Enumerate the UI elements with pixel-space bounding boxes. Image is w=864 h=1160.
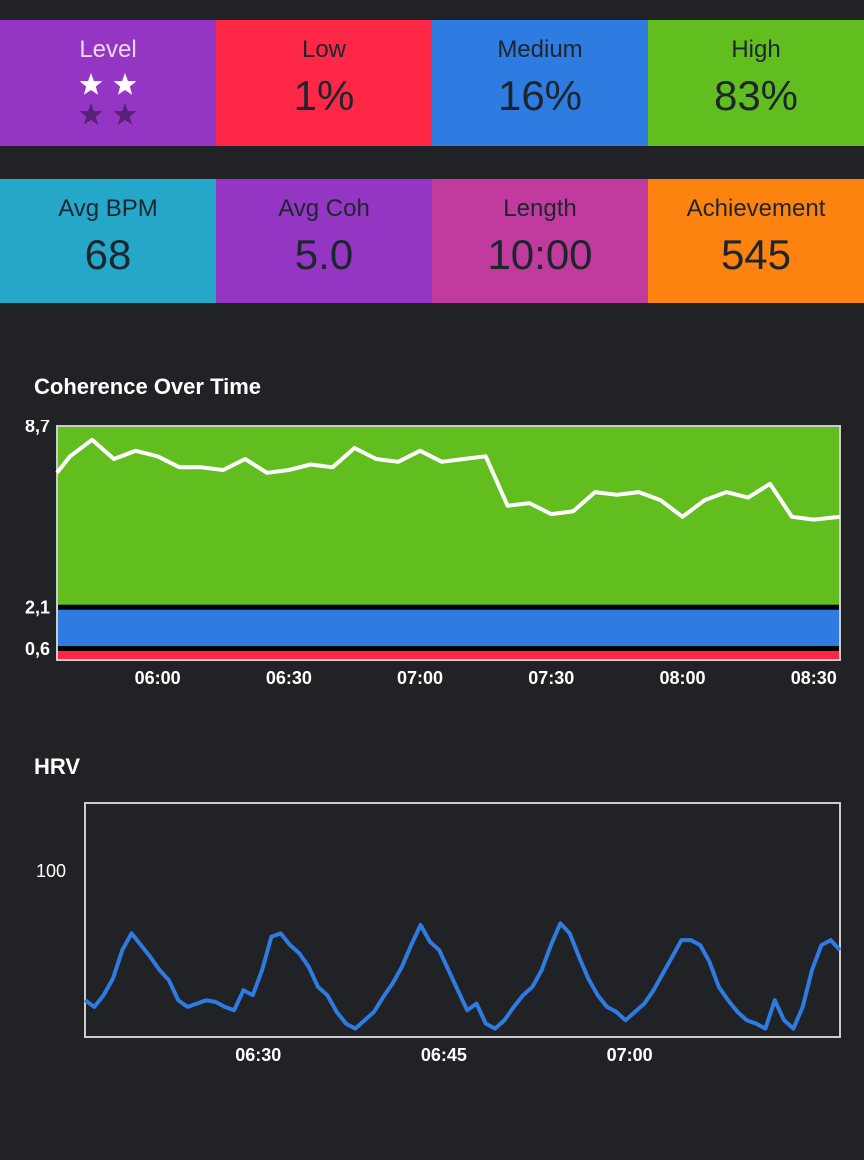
medium-label: Medium [497, 36, 583, 63]
length-label: Length [503, 195, 577, 222]
x-tick-label: 06:00 [135, 668, 181, 688]
length-tile: Length 10:00 [432, 179, 648, 303]
avg-bpm-tile: Avg BPM 68 [0, 179, 216, 303]
low-value: 1% [293, 72, 355, 119]
coherence-chart-title: Coherence Over Time [34, 374, 262, 399]
avg-coh-label: Avg Coh [278, 195, 370, 222]
coherence-line [55, 437, 841, 522]
band-high [57, 426, 840, 608]
zone-summary-row: Level Low 1% Medium 16% High 83% [0, 20, 864, 146]
achievement-tile: Achievement 545 [648, 179, 864, 303]
level-tile: Level [0, 20, 216, 146]
plot-frame [56, 425, 841, 661]
band-medium [57, 607, 840, 649]
band-low [57, 648, 840, 660]
star-filled-icon [79, 73, 103, 95]
x-tick-label: 07:00 [397, 668, 443, 688]
x-tick-label: 07:00 [607, 1045, 653, 1065]
low-tile: Low 1% [216, 20, 432, 146]
y-tick-label: 8,7 [25, 420, 50, 436]
achievement-value: 545 [720, 231, 792, 278]
high-label: High [731, 36, 781, 63]
y-tick-label: 100 [36, 861, 66, 881]
plot-frame [84, 802, 841, 1038]
band-separator [57, 645, 840, 651]
high-tile: High 83% [648, 20, 864, 146]
x-tick-label: 08:30 [791, 668, 837, 688]
session-stats-row: Avg BPM 68 Avg Coh 5.0 Length 10:00 Achi… [0, 179, 864, 303]
avg-bpm-label: Avg BPM [58, 195, 158, 222]
hrv-chart-title: HRV [34, 754, 81, 779]
avg-bpm-value: 68 [84, 231, 132, 278]
medium-tile: Medium 16% [432, 20, 648, 146]
hrv-chart: 100 06:30 06:45 07:00 [0, 795, 864, 1080]
high-value: 83% [713, 72, 799, 119]
length-value: 10:00 [487, 231, 593, 278]
y-tick-label: 2,1 [25, 598, 50, 618]
x-tick-label: 06:45 [421, 1045, 467, 1065]
low-label: Low [301, 36, 347, 63]
medium-value: 16% [497, 72, 583, 119]
avg-coh-tile: Avg Coh 5.0 [216, 179, 432, 303]
level-label: Level [79, 36, 137, 63]
x-tick-label: 06:30 [266, 668, 312, 688]
level-stars [74, 70, 142, 130]
star-rating-icon [79, 73, 137, 125]
band-separator [57, 604, 840, 610]
achievement-label: Achievement [686, 195, 826, 222]
star-empty-icon [79, 103, 103, 125]
star-empty-icon [113, 103, 137, 125]
avg-coh-value: 5.0 [294, 231, 354, 278]
x-tick-label: 08:00 [660, 668, 706, 688]
coherence-chart: 8,7 2,1 0,6 06:00 06:30 07:00 07:30 08:00 08:30 [0, 416, 864, 700]
hrv-line [83, 921, 842, 1031]
star-filled-icon [113, 73, 137, 95]
y-tick-label: 0,6 [25, 639, 50, 659]
x-tick-label: 06:30 [235, 1045, 281, 1065]
x-tick-label: 07:30 [528, 668, 574, 688]
